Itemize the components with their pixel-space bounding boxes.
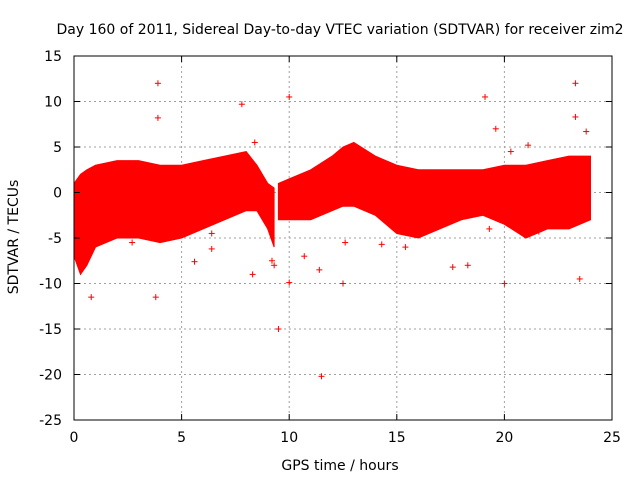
outlier-point (271, 262, 278, 269)
outlier-point (507, 148, 514, 155)
outlier-point (340, 280, 346, 287)
outlier-point (208, 230, 215, 237)
outlier-point (583, 128, 590, 135)
outlier-point (268, 257, 275, 264)
outlier-point (238, 101, 245, 108)
outlier-point (378, 241, 385, 248)
y-tick-label: -5 (48, 231, 62, 247)
x-tick-label: 15 (388, 430, 406, 446)
outlier-point (402, 244, 409, 251)
y-tick-label: 0 (53, 186, 62, 202)
outlier-point (129, 239, 136, 246)
y-tick-label: -10 (39, 277, 62, 293)
outlier-point (342, 239, 349, 246)
outlier-point (154, 80, 161, 87)
outlier-point (572, 113, 579, 120)
y-tick-label: 15 (44, 49, 62, 65)
x-tick-label: 20 (495, 430, 513, 446)
outlier-point (275, 326, 282, 332)
y-axis-label: SDTVAR / TECUs (6, 180, 22, 295)
outlier-point (301, 253, 308, 260)
outlier-point (501, 280, 508, 287)
x-tick-label: 0 (70, 430, 79, 446)
outlier-point (449, 264, 456, 271)
axis-layer: 0 5 10 15 20 25 -25 -20 -15 -10 -5 0 5 10 15 (39, 49, 621, 446)
outlier-point (572, 80, 579, 87)
outlier-point (525, 142, 532, 149)
x-tick-label: 5 (177, 430, 186, 446)
data-band-morning (73, 151, 275, 276)
y-tick-label: -25 (39, 413, 62, 429)
outlier-point (535, 228, 542, 235)
x-tick-label: 25 (603, 430, 621, 446)
y-tick-label: 5 (53, 140, 62, 156)
outlier-point (88, 294, 95, 301)
outlier-point (191, 258, 198, 265)
outlier-point (576, 275, 583, 282)
outlier-point (486, 225, 493, 232)
outlier-point (464, 262, 471, 269)
x-axis-label: GPS time / hours (281, 458, 398, 474)
outlier-point (208, 245, 215, 252)
y-tick-label: 10 (44, 95, 62, 111)
y-tick-label: -20 (39, 368, 62, 384)
outlier-point (316, 266, 323, 273)
outlier-point (152, 294, 159, 301)
chart-title: Day 160 of 2011, Sidereal Day-to-day VTE… (57, 22, 624, 38)
outlier-point (286, 279, 293, 286)
outlier-point (249, 271, 256, 278)
outlier-point (318, 373, 325, 380)
data-band-afternoon (277, 141, 591, 239)
outlier-point (154, 114, 161, 121)
outlier-point (286, 93, 293, 100)
outlier-point (492, 125, 499, 132)
data-layer (73, 80, 591, 380)
outlier-point (251, 139, 258, 146)
y-tick-label: -15 (39, 322, 62, 338)
outlier-point (482, 93, 489, 100)
x-tick-label: 10 (280, 430, 298, 446)
